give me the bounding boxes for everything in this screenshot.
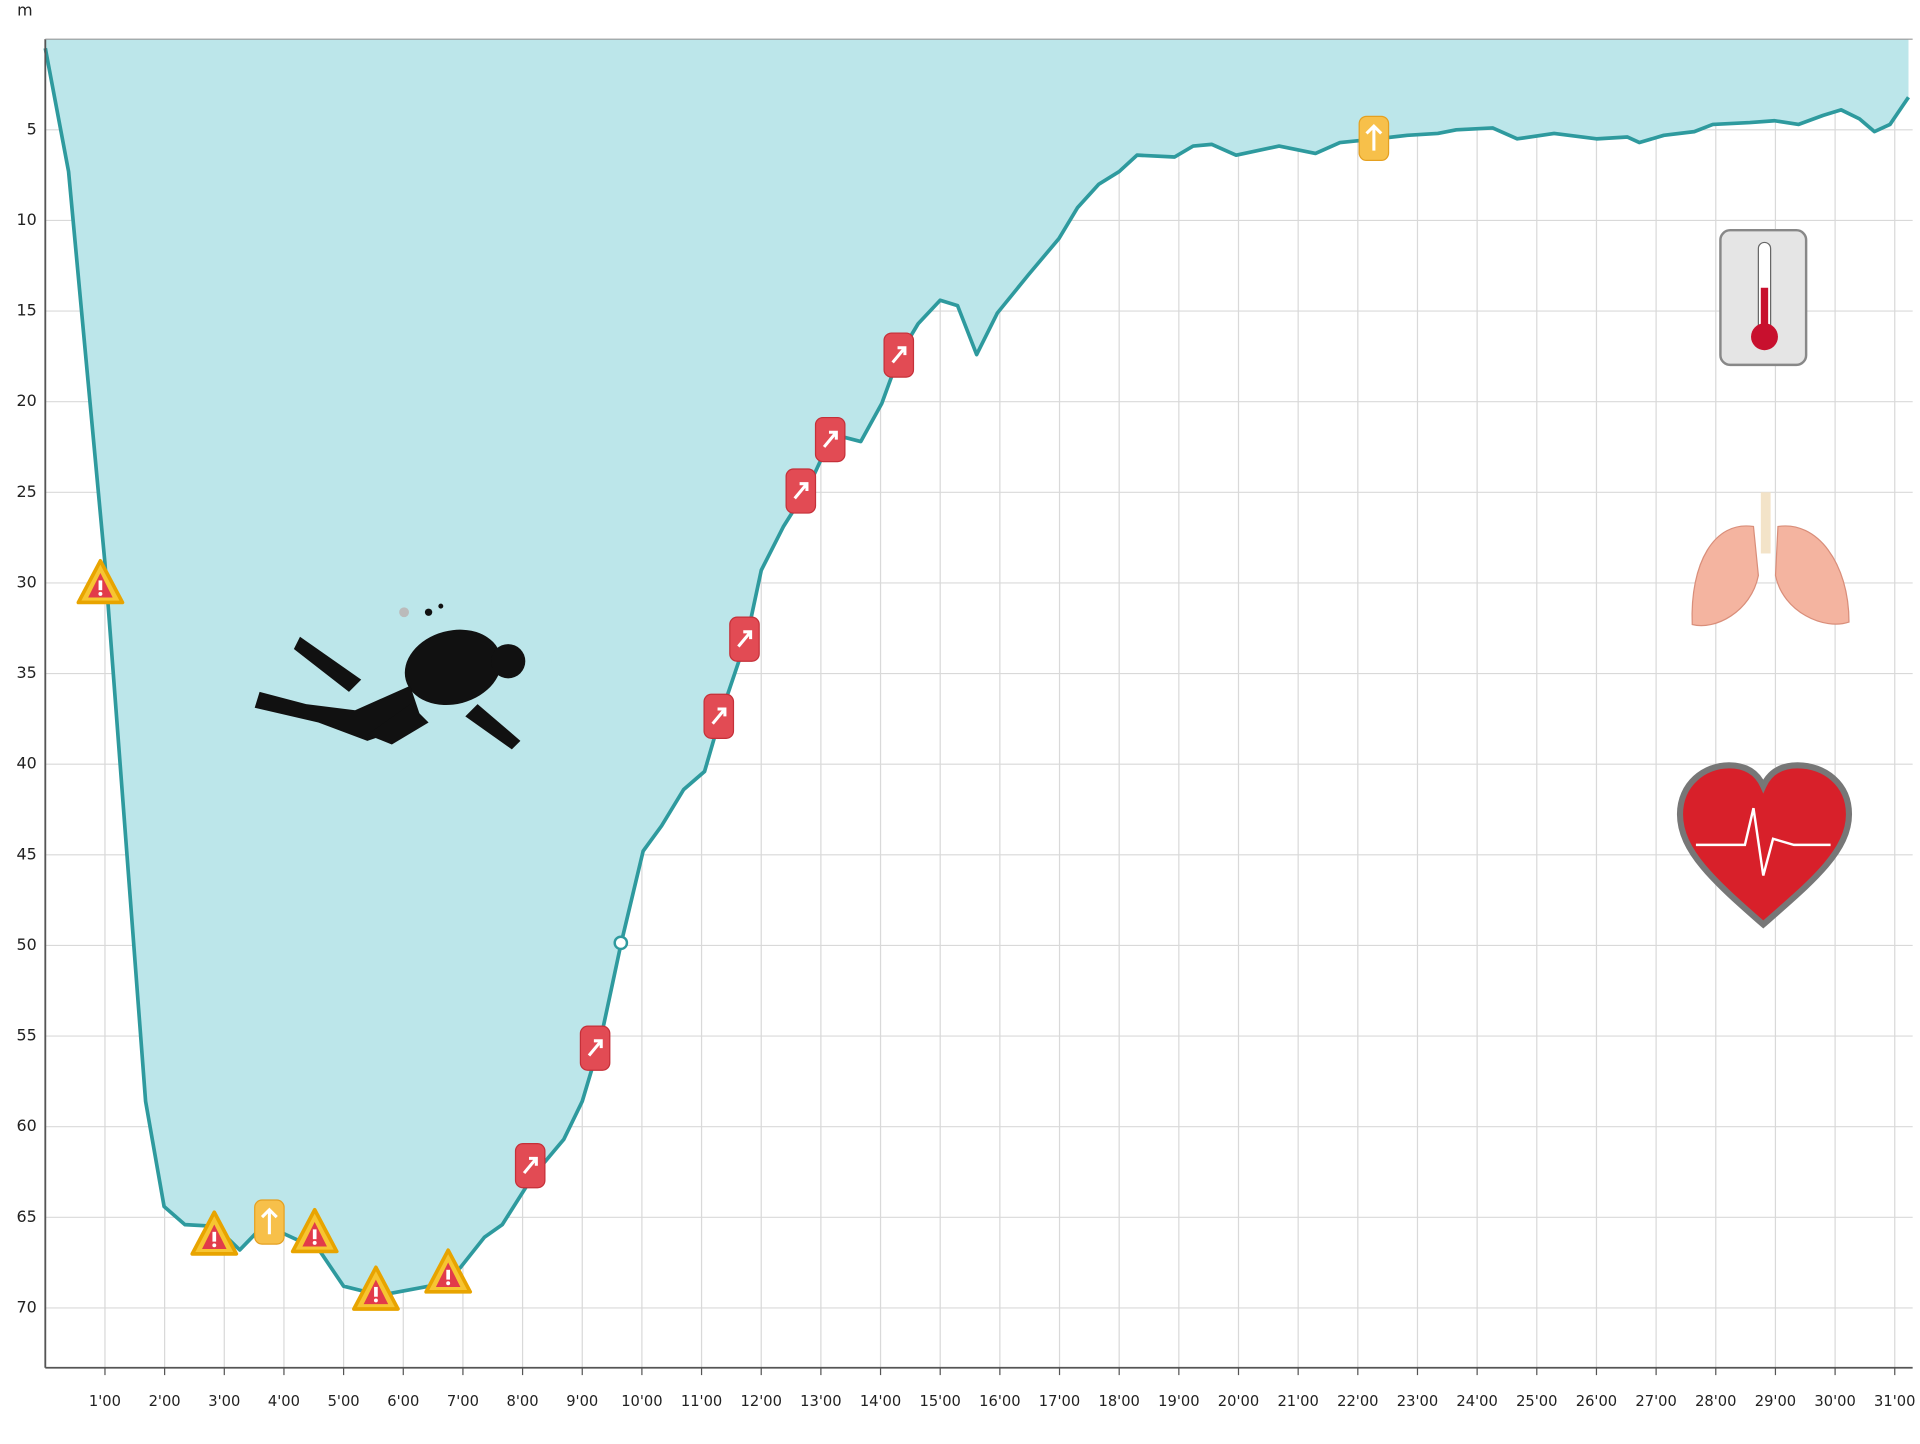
x-tick-label: 30'00 [1814,1393,1855,1410]
y-tick-label: 65 [16,1207,36,1226]
x-tick-label: 7'00 [447,1393,479,1410]
thermometer-icon [1720,230,1806,365]
x-tick-label: 14'00 [860,1393,901,1410]
x-tick-label: 29'00 [1755,1393,1796,1410]
x-tick-label: 11'00 [681,1393,722,1410]
x-tick-label: 9'00 [566,1393,598,1410]
y-tick-label: 25 [16,482,36,501]
x-tick-label: 6'00 [387,1393,419,1410]
y-tick-label: 70 [16,1297,36,1316]
x-tick-label: 18'00 [1098,1393,1139,1410]
y-tick-label: 35 [16,663,36,682]
x-tick-label: 21'00 [1277,1393,1318,1410]
x-tick-label: 19'00 [1158,1393,1199,1410]
x-tick-label: 22'00 [1337,1393,1378,1410]
heart-icon [1680,765,1849,924]
x-tick-label: 28'00 [1695,1393,1736,1410]
x-tick-label: 20'00 [1218,1393,1259,1410]
ascent-icon [786,469,815,513]
x-tick-label: 24'00 [1456,1393,1497,1410]
x-tick-label: 3'00 [208,1393,240,1410]
y-tick-label: 50 [16,935,36,954]
ascent-icon [884,333,913,377]
y-tick-label: 30 [16,572,36,591]
x-tick-label: 27'00 [1635,1393,1676,1410]
x-tick-label: 1'00 [89,1393,121,1410]
ascent-icon [730,617,759,661]
y-tick-label: 45 [16,844,36,863]
y-tick-label: 40 [16,754,36,773]
x-tick-label: 2'00 [149,1393,181,1410]
x-tick-label: 5'00 [328,1393,360,1410]
y-tick-label: 10 [16,210,36,229]
x-tick-label: 25'00 [1516,1393,1557,1410]
x-tick-label: 12'00 [741,1393,782,1410]
x-tick-label: 8'00 [507,1393,539,1410]
y-tick-label: 55 [16,1026,36,1045]
y-tick-label: 15 [16,301,36,320]
event-icon [1359,116,1388,160]
x-tick-label: 15'00 [919,1393,960,1410]
x-tick-label: 13'00 [800,1393,841,1410]
ascent-icon [816,418,845,462]
marker-point [615,937,627,949]
chart: m [0,0,1920,1440]
y-tick-label: 20 [16,391,36,410]
x-tick-label: 26'00 [1576,1393,1617,1410]
y-tick-label: 5 [27,119,37,138]
x-tick-label: 17'00 [1039,1393,1080,1410]
event-icon [255,1200,284,1244]
ascent-icon [516,1144,545,1188]
x-tick-label: 31'00 [1874,1393,1915,1410]
x-tick-label: 10'00 [621,1393,662,1410]
y-tick-label: 60 [16,1116,36,1135]
y-axis-unit: m [17,1,33,20]
ascent-icon [704,694,733,738]
ascent-icon [580,1026,609,1070]
x-tick-label: 23'00 [1397,1393,1438,1410]
x-tick-label: 4'00 [268,1393,300,1410]
x-tick-label: 16'00 [979,1393,1020,1410]
